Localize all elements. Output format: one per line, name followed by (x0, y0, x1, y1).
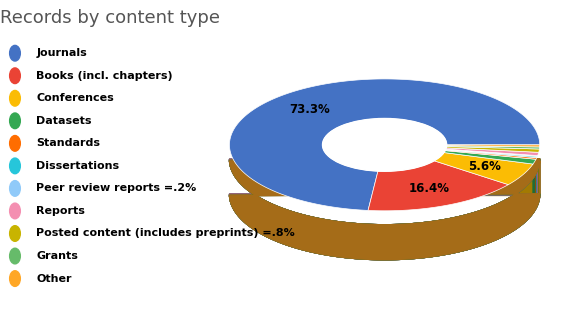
Circle shape (10, 158, 20, 174)
Text: Other: Other (37, 274, 72, 284)
Circle shape (10, 136, 20, 151)
Polygon shape (446, 145, 540, 147)
Polygon shape (230, 79, 540, 210)
Polygon shape (446, 146, 539, 152)
Text: Standards: Standards (37, 138, 100, 148)
Circle shape (10, 45, 20, 61)
Ellipse shape (323, 119, 446, 171)
Polygon shape (230, 160, 540, 260)
Text: Datasets: Datasets (37, 116, 92, 126)
Polygon shape (230, 159, 540, 260)
Text: Posted content (includes preprints) =.8%: Posted content (includes preprints) =.8% (37, 228, 295, 239)
Text: 5.6%: 5.6% (468, 160, 501, 173)
Text: Conferences: Conferences (37, 93, 114, 103)
Text: 16.4%: 16.4% (408, 182, 449, 195)
Polygon shape (446, 148, 539, 156)
Text: Peer review reports =.2%: Peer review reports =.2% (37, 183, 196, 193)
Polygon shape (230, 159, 540, 260)
Polygon shape (230, 159, 540, 260)
Polygon shape (230, 159, 540, 260)
Text: Books (incl. chapters): Books (incl. chapters) (37, 71, 173, 81)
Text: 73.3%: 73.3% (289, 103, 330, 116)
Polygon shape (230, 160, 540, 259)
Polygon shape (230, 159, 540, 260)
Circle shape (10, 226, 20, 241)
Polygon shape (368, 161, 508, 211)
Polygon shape (444, 151, 536, 164)
Text: Dissertations: Dissertations (37, 161, 119, 171)
Circle shape (10, 90, 20, 106)
Text: Grants: Grants (37, 251, 78, 261)
Text: Journals: Journals (37, 48, 87, 58)
Circle shape (10, 68, 20, 84)
Polygon shape (368, 159, 540, 260)
Polygon shape (445, 150, 537, 159)
Polygon shape (446, 149, 538, 156)
Polygon shape (230, 159, 540, 260)
Polygon shape (230, 159, 540, 260)
Circle shape (10, 181, 20, 196)
Polygon shape (434, 152, 533, 185)
Circle shape (10, 248, 20, 264)
Circle shape (10, 203, 20, 219)
Circle shape (10, 113, 20, 129)
Polygon shape (445, 150, 537, 158)
Text: Records by content type: Records by content type (0, 9, 220, 28)
Polygon shape (446, 146, 540, 149)
Polygon shape (230, 160, 540, 260)
Circle shape (10, 271, 20, 286)
Text: Reports: Reports (37, 206, 85, 216)
